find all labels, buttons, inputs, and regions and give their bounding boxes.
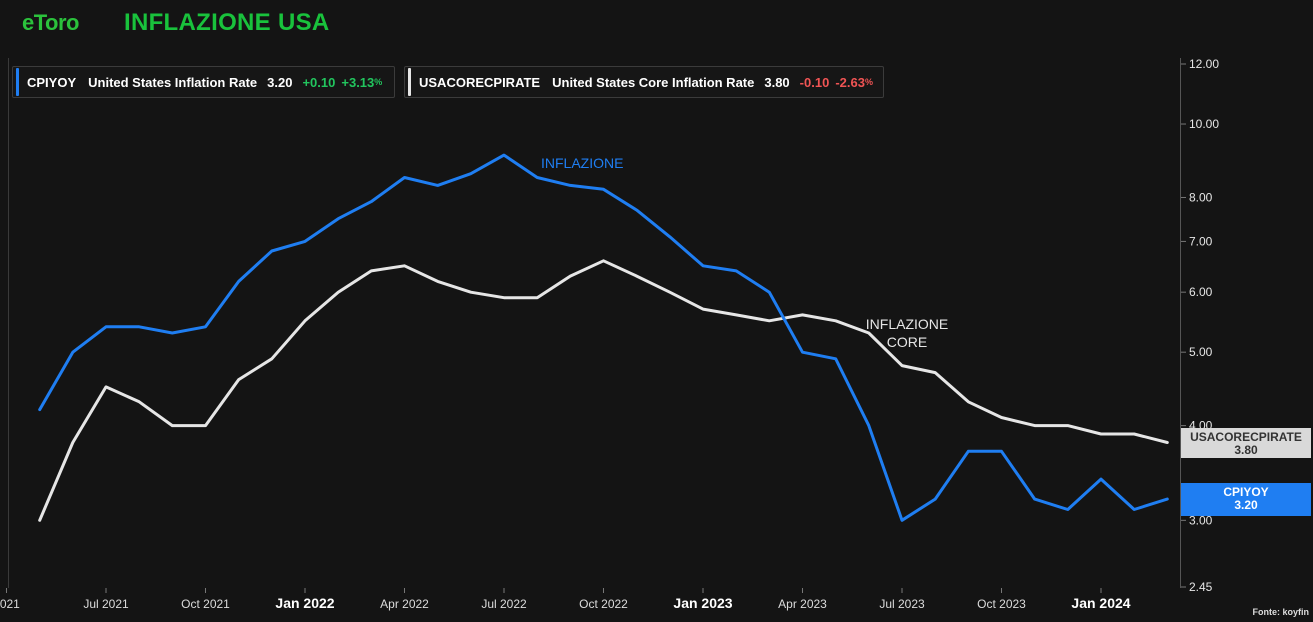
x-tick-label: Apr 2023 bbox=[778, 597, 827, 611]
legend-change-pct: +3.13 bbox=[341, 74, 375, 90]
legend-value: 3.20 bbox=[267, 74, 293, 90]
x-axis: 2021 Jul 2021 Oct 2021 Jan 2022 Apr 2022 Jul … bbox=[0, 588, 1131, 611]
y-tick-label: 12.00 bbox=[1189, 57, 1219, 71]
legend-usacorecpirate[interactable]: USACORECPIRATE United States Core Inflat… bbox=[404, 66, 884, 98]
x-tick-label: Apr 2022 bbox=[380, 597, 429, 611]
series-layer bbox=[38, 153, 1169, 522]
x-tick-label: Jan 2023 bbox=[673, 595, 732, 611]
x-tick-label: Oct 2022 bbox=[579, 597, 628, 611]
price-tag-symbol: CPIYOY bbox=[1223, 485, 1269, 499]
legend-cpiyoy[interactable]: CPIYOY United States Inflation Rate 3.20… bbox=[12, 66, 395, 98]
legend-swatch-usacorecpirate bbox=[408, 68, 411, 96]
annotation-inflazione-core-line2: CORE bbox=[887, 334, 927, 350]
header: eToro INFLAZIONE USA bbox=[0, 0, 1313, 50]
legend-symbol: CPIYOY bbox=[27, 74, 77, 90]
x-tick-label: Jul 2022 bbox=[481, 597, 527, 611]
x-tick-label: Oct 2021 bbox=[181, 597, 230, 611]
legend-symbol: USACORECPIRATE bbox=[419, 74, 541, 90]
annotation-inflazione-core-line1: INFLAZIONE bbox=[866, 316, 948, 332]
legend-swatch-cpiyoy bbox=[16, 68, 19, 96]
y-tick-label: 3.00 bbox=[1189, 513, 1213, 527]
price-tag-value: 3.20 bbox=[1234, 498, 1258, 512]
legend-change-pct: -2.63 bbox=[835, 74, 865, 90]
price-tag-usacorecpirate: USACORECPIRATE 3.80 bbox=[1181, 428, 1311, 458]
annotation-inflazione: INFLAZIONE bbox=[541, 155, 623, 171]
chart-frame bbox=[8, 58, 1181, 588]
y-tick-label: 10.00 bbox=[1189, 117, 1219, 131]
x-tick-label: Jan 2022 bbox=[275, 595, 334, 611]
y-tick-label: 6.00 bbox=[1189, 285, 1213, 299]
legend-value: 3.80 bbox=[764, 74, 790, 90]
y-tick-label: 5.00 bbox=[1189, 345, 1213, 359]
source-note: Fonte: koyfin bbox=[1252, 607, 1310, 617]
y-tick-label: 8.00 bbox=[1189, 190, 1213, 204]
etoro-logo[interactable]: eToro bbox=[22, 10, 79, 35]
legend-series-name: United States Core Inflation Rate bbox=[552, 74, 755, 90]
y-tick-label: 2.45 bbox=[1189, 580, 1213, 594]
page-title: INFLAZIONE USA bbox=[124, 9, 330, 36]
price-tag-symbol: USACORECPIRATE bbox=[1190, 430, 1302, 444]
y-tick-label: 7.00 bbox=[1189, 234, 1213, 248]
x-tick-label: Jul 2021 bbox=[83, 597, 129, 611]
price-tag-value: 3.80 bbox=[1234, 443, 1258, 457]
series-line-usacorecpirate[interactable] bbox=[38, 259, 1169, 522]
price-tag-cpiyoy: CPIYOY 3.20 bbox=[1181, 483, 1311, 516]
legend-pct-unit: % bbox=[374, 77, 383, 87]
legend-pct-unit: % bbox=[864, 77, 873, 87]
legend-series-name: United States Inflation Rate bbox=[88, 74, 258, 90]
x-tick-label: Oct 2023 bbox=[977, 597, 1026, 611]
series-line-cpiyoy[interactable] bbox=[38, 153, 1169, 522]
x-tick-label: 2021 bbox=[0, 597, 20, 611]
x-tick-label: Jul 2023 bbox=[879, 597, 925, 611]
legend-change: -0.10 bbox=[799, 74, 830, 90]
x-tick-label: Jan 2024 bbox=[1071, 595, 1130, 611]
legend-change: +0.10 bbox=[302, 74, 336, 90]
